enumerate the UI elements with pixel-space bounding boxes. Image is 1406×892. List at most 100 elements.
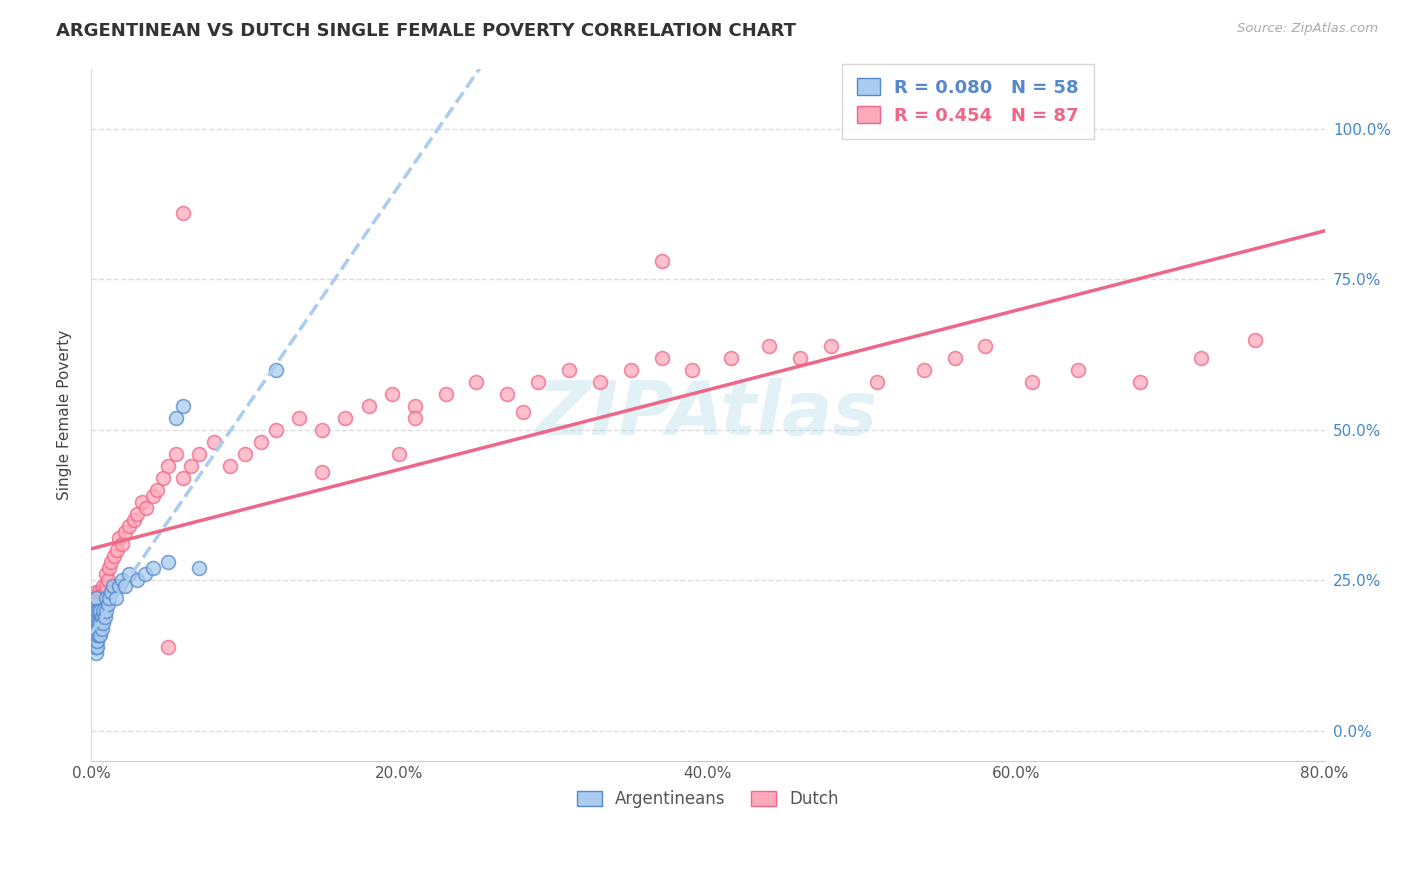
Point bbox=[84, 633, 107, 648]
Point bbox=[89, 603, 111, 617]
Point bbox=[94, 609, 117, 624]
Point bbox=[90, 585, 112, 599]
Point bbox=[496, 386, 519, 401]
Point bbox=[172, 471, 194, 485]
Point bbox=[527, 375, 550, 389]
Point bbox=[86, 622, 108, 636]
Point bbox=[87, 615, 110, 630]
Point bbox=[82, 633, 104, 648]
Point bbox=[142, 489, 165, 503]
Point bbox=[135, 501, 157, 516]
Point bbox=[651, 351, 673, 365]
Point bbox=[107, 531, 129, 545]
Point bbox=[311, 423, 333, 437]
Point bbox=[114, 579, 136, 593]
Point bbox=[84, 585, 107, 599]
Point bbox=[558, 362, 581, 376]
Point bbox=[90, 598, 112, 612]
Point bbox=[335, 410, 357, 425]
Point bbox=[90, 622, 112, 636]
Point bbox=[84, 609, 107, 624]
Point bbox=[96, 591, 118, 606]
Point bbox=[111, 537, 134, 551]
Point bbox=[89, 615, 111, 630]
Point bbox=[86, 603, 108, 617]
Point bbox=[87, 609, 110, 624]
Point bbox=[84, 598, 107, 612]
Point bbox=[86, 591, 108, 606]
Point bbox=[233, 447, 256, 461]
Point bbox=[264, 423, 287, 437]
Point bbox=[127, 507, 149, 521]
Point bbox=[83, 627, 105, 641]
Point bbox=[152, 471, 174, 485]
Point bbox=[404, 410, 426, 425]
Text: ARGENTINEAN VS DUTCH SINGLE FEMALE POVERTY CORRELATION CHART: ARGENTINEAN VS DUTCH SINGLE FEMALE POVER… bbox=[56, 22, 796, 40]
Point bbox=[111, 574, 134, 588]
Point bbox=[101, 579, 124, 593]
Point bbox=[84, 609, 107, 624]
Point bbox=[87, 603, 110, 617]
Point bbox=[118, 519, 141, 533]
Point bbox=[103, 549, 125, 564]
Point bbox=[127, 574, 149, 588]
Point bbox=[651, 254, 673, 268]
Point bbox=[89, 591, 111, 606]
Point bbox=[388, 447, 411, 461]
Point bbox=[96, 579, 118, 593]
Point bbox=[165, 410, 187, 425]
Point bbox=[83, 615, 105, 630]
Point bbox=[83, 603, 105, 617]
Point bbox=[681, 362, 703, 376]
Point bbox=[404, 399, 426, 413]
Point bbox=[264, 362, 287, 376]
Point bbox=[100, 555, 122, 569]
Point bbox=[381, 386, 404, 401]
Point bbox=[1129, 375, 1152, 389]
Point bbox=[84, 591, 107, 606]
Point bbox=[94, 585, 117, 599]
Point bbox=[165, 447, 187, 461]
Point bbox=[82, 603, 104, 617]
Point bbox=[86, 633, 108, 648]
Point bbox=[114, 525, 136, 540]
Point bbox=[87, 585, 110, 599]
Point bbox=[157, 640, 180, 654]
Point bbox=[122, 513, 145, 527]
Point bbox=[866, 375, 889, 389]
Point bbox=[83, 598, 105, 612]
Point bbox=[134, 567, 156, 582]
Point bbox=[943, 351, 966, 365]
Point bbox=[82, 622, 104, 636]
Point bbox=[789, 351, 811, 365]
Point bbox=[97, 598, 120, 612]
Point bbox=[82, 622, 104, 636]
Point bbox=[1244, 333, 1267, 347]
Point bbox=[82, 627, 104, 641]
Point bbox=[465, 375, 488, 389]
Point bbox=[84, 622, 107, 636]
Point bbox=[84, 640, 107, 654]
Point bbox=[118, 567, 141, 582]
Point bbox=[100, 585, 122, 599]
Point bbox=[974, 338, 997, 352]
Point bbox=[90, 609, 112, 624]
Point bbox=[89, 603, 111, 617]
Point bbox=[249, 434, 271, 449]
Point bbox=[157, 458, 180, 473]
Point bbox=[96, 567, 118, 582]
Point bbox=[86, 627, 108, 641]
Point bbox=[434, 386, 457, 401]
Point bbox=[187, 561, 209, 575]
Point bbox=[91, 603, 114, 617]
Point bbox=[157, 555, 180, 569]
Point bbox=[97, 574, 120, 588]
Point bbox=[82, 615, 104, 630]
Point bbox=[91, 615, 114, 630]
Point bbox=[89, 627, 111, 641]
Point bbox=[98, 591, 121, 606]
Point bbox=[82, 633, 104, 648]
Point bbox=[172, 399, 194, 413]
Point bbox=[86, 603, 108, 617]
Point bbox=[1021, 375, 1043, 389]
